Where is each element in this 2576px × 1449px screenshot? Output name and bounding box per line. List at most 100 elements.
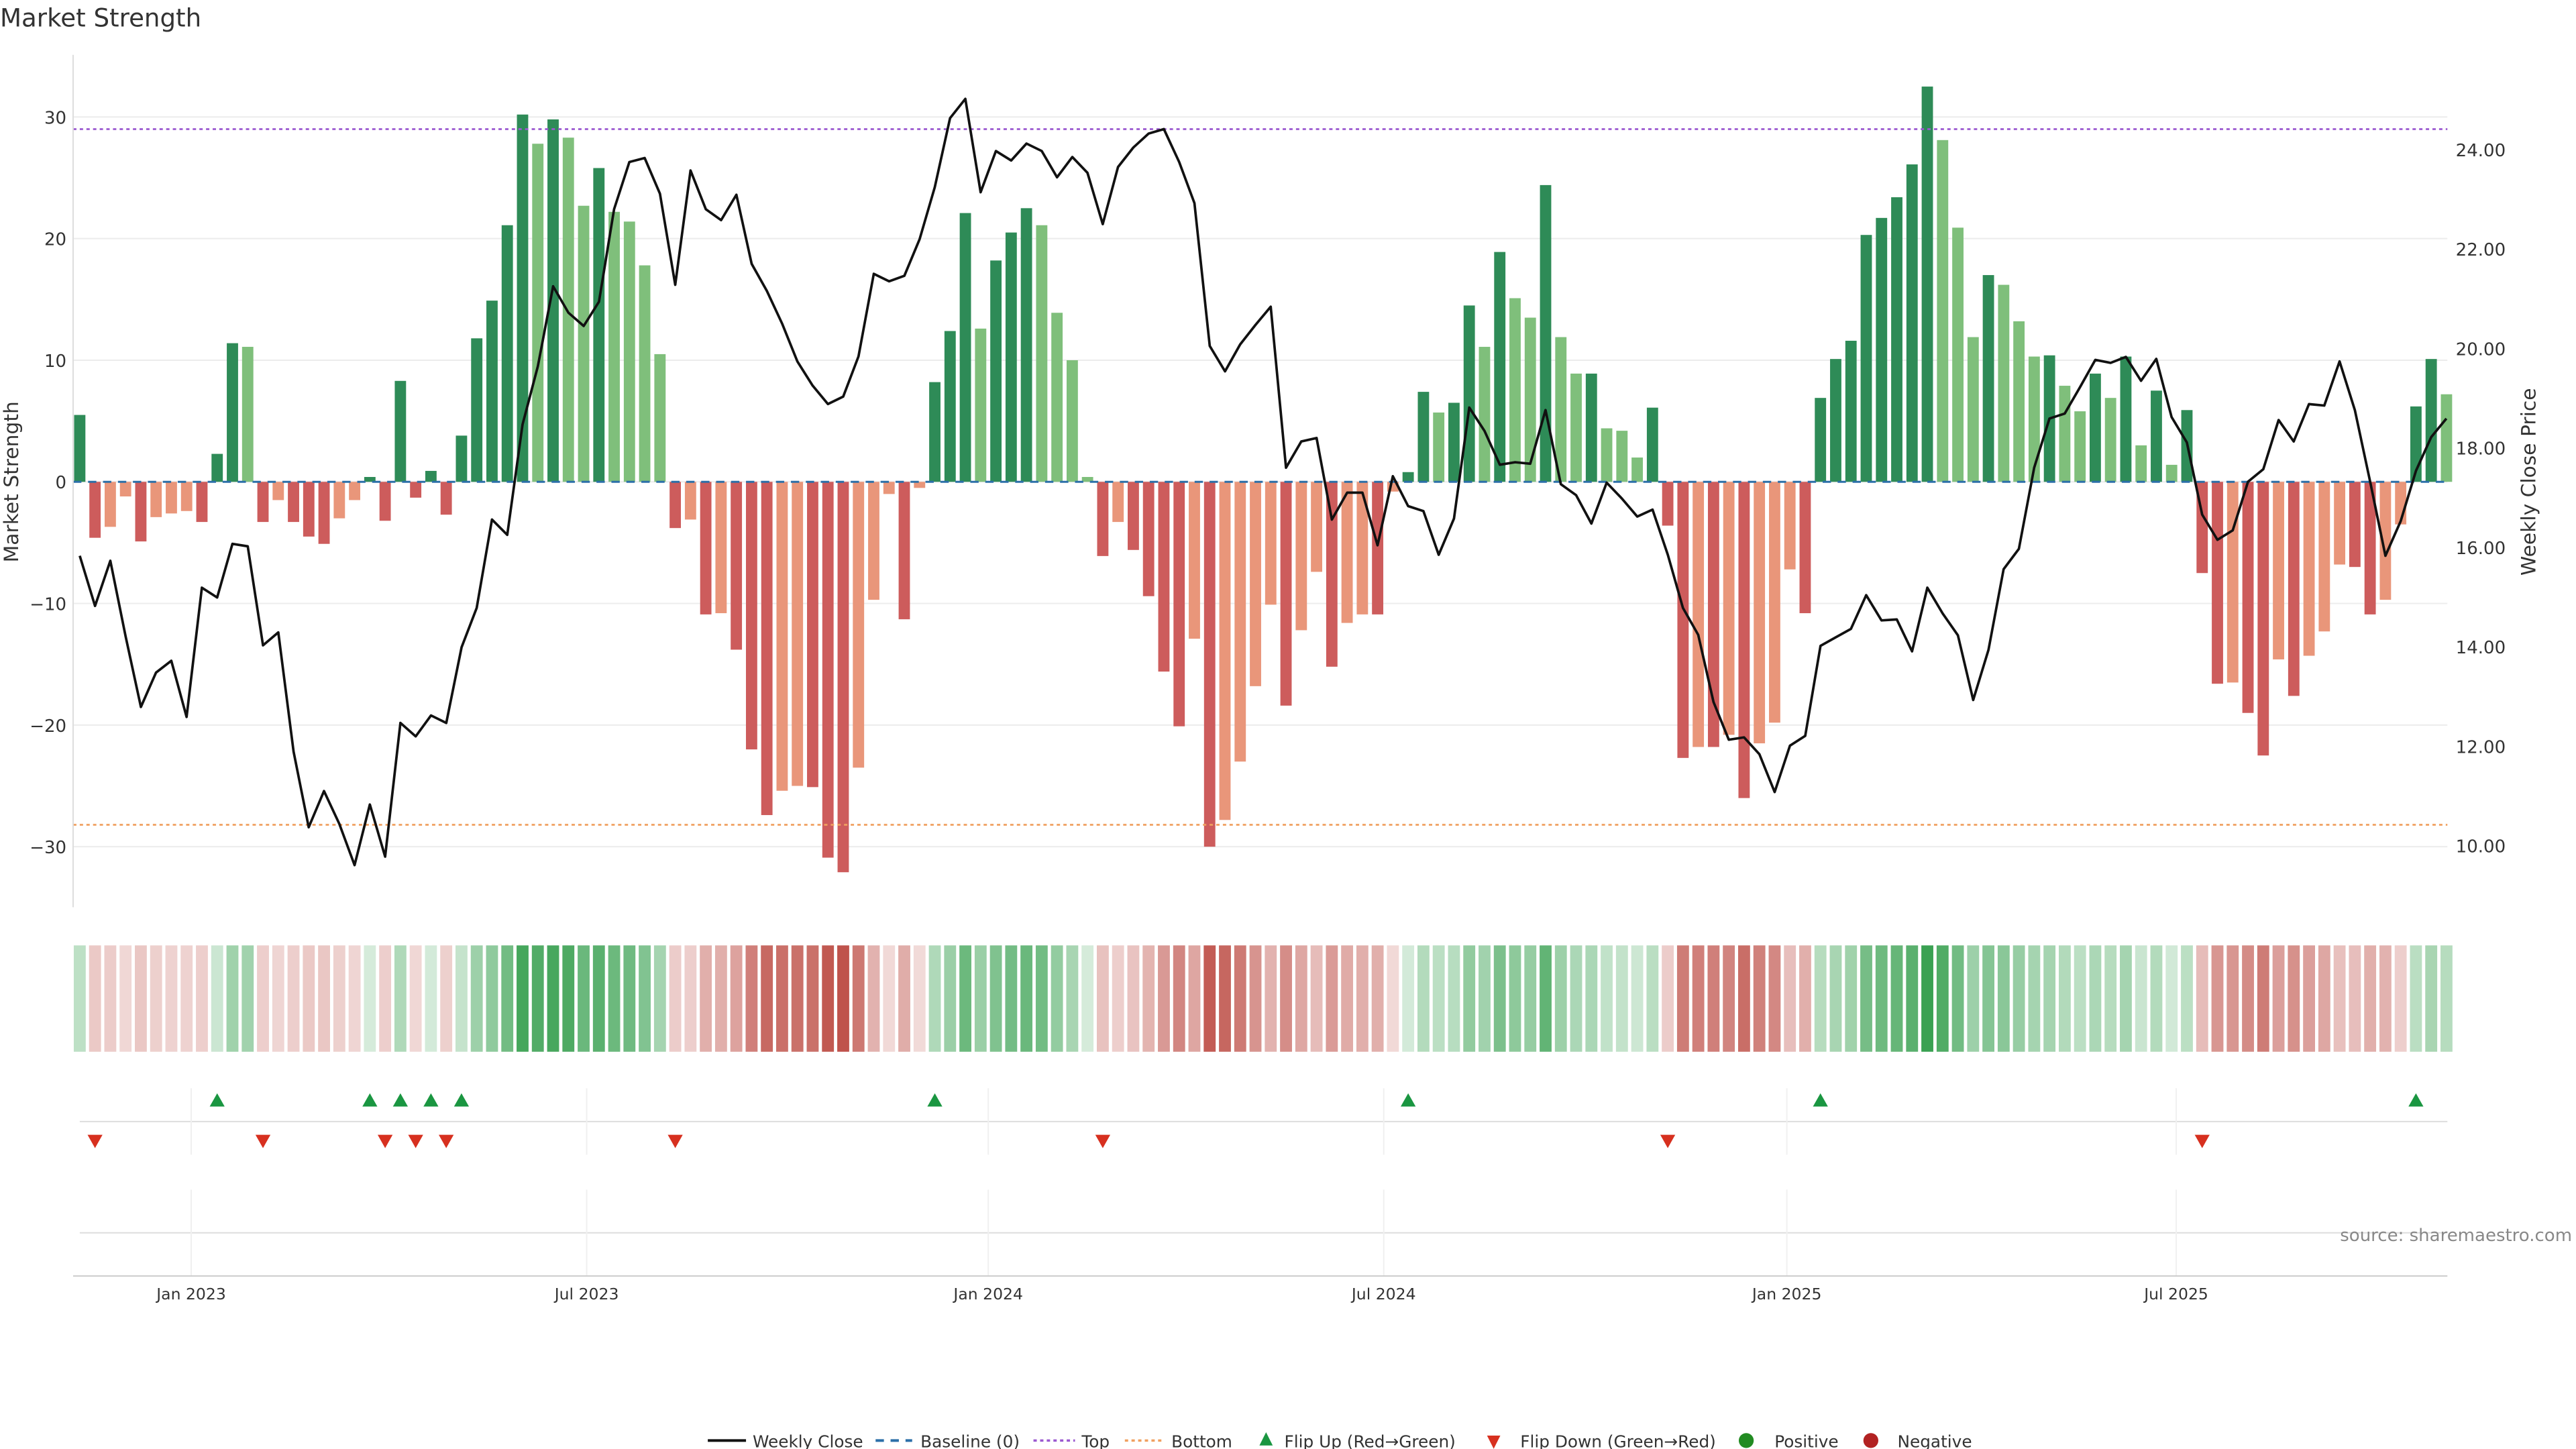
heatmap-cell <box>1234 945 1246 1052</box>
heatmap-cell <box>653 945 666 1052</box>
axes: 30 20 10 0 −10 −20 −30 10.00 12.00 14.00 16.00 18.0… <box>30 54 2506 908</box>
strength-bar <box>135 482 147 542</box>
strength-bar <box>639 265 651 482</box>
heatmap-cell <box>1295 945 1307 1052</box>
x-tick-label: Jan 2024 <box>952 1285 1023 1303</box>
heatmap-cell <box>226 945 239 1052</box>
heatmap-cell <box>547 945 559 1052</box>
heatmap-cell <box>379 945 392 1052</box>
heatmap-cell <box>1753 945 1766 1052</box>
strength-bar <box>1173 482 1185 727</box>
strength-bar <box>1646 407 1658 482</box>
strength-bar <box>975 328 987 482</box>
strength-bar <box>471 338 483 482</box>
strength-bar <box>2379 482 2392 600</box>
heatmap-cell <box>394 945 407 1052</box>
weekly-close-line <box>78 97 2448 867</box>
heatmap-cell <box>2242 945 2254 1052</box>
heatmap-cell <box>1341 945 1354 1052</box>
strength-bar <box>394 380 407 482</box>
strength-bar <box>1631 458 1643 482</box>
heatmap-cell <box>2104 945 2117 1052</box>
heatmap-cell <box>837 945 849 1052</box>
heatmap-cell <box>2028 945 2041 1052</box>
strength-bar <box>1341 482 1353 623</box>
heatmap-cell <box>119 945 132 1052</box>
strength-bar <box>1891 197 1902 482</box>
strength-bar <box>2334 482 2346 565</box>
legend: Weekly Close Baseline (0) Top Bottom Fli… <box>708 1432 1972 1449</box>
strength-bar <box>959 213 971 482</box>
heatmap-cell <box>2349 945 2361 1052</box>
strength-bar <box>623 221 635 482</box>
strength-bar <box>1372 482 1384 614</box>
strength-bar <box>196 482 208 523</box>
heatmap-cell <box>1860 945 1872 1052</box>
strength-bar <box>807 482 818 788</box>
strength-bar <box>1815 398 1827 482</box>
heatmap-cell <box>745 945 758 1052</box>
strength-bar <box>1906 164 1918 482</box>
date-axis: Jan 2023 Jul 2023 Jan 2024 Jul 2024 Jan 2025… <box>72 1275 2448 1303</box>
heatmap-cell <box>806 945 819 1052</box>
strength-bar <box>2288 482 2300 696</box>
x-tick-label: Jul 2024 <box>1350 1285 1416 1303</box>
heatmap-cell <box>2012 945 2025 1052</box>
strength-bar <box>333 482 345 519</box>
legend-item-negative[interactable]: Negative <box>1863 1432 1972 1449</box>
flip-down-marker <box>87 1134 103 1148</box>
legend-item-positive[interactable]: Positive <box>1738 1432 1839 1449</box>
y2-tick-label: 24.00 <box>2456 141 2506 161</box>
heatmap-cell <box>1936 945 1949 1052</box>
heatmap-cell <box>1967 945 1980 1052</box>
legend-item-bottom[interactable]: Bottom <box>1124 1432 1232 1449</box>
strength-bar <box>822 482 834 858</box>
strength-bar <box>1051 313 1063 482</box>
strength-bar <box>1754 482 1766 744</box>
strength-bar <box>211 453 223 482</box>
heatmap-cell <box>180 945 193 1052</box>
heatmap-cell <box>1784 945 1796 1052</box>
legend-item-flip-up[interactable]: Flip Up (Red→Green) <box>1259 1432 1456 1449</box>
legend-item-weekly-close[interactable]: Weekly Close <box>708 1432 863 1449</box>
heatmap-cell <box>1432 945 1445 1052</box>
legend-label: Weekly Close <box>753 1432 863 1449</box>
y2-tick-label: 16.00 <box>2456 539 2506 559</box>
strength-bar <box>2303 482 2315 656</box>
heatmap-cell <box>1020 945 1033 1052</box>
source-text: source: sharemaestro.com <box>2340 1226 2572 1246</box>
strength-bar <box>440 482 452 515</box>
heatmap-cell <box>1524 945 1537 1052</box>
legend-item-flip-down[interactable]: Flip Down (Green→Red) <box>1487 1432 1716 1449</box>
heatmap-cell <box>440 945 453 1052</box>
strength-bar <box>1494 252 1506 482</box>
heatmap-cell <box>2394 945 2407 1052</box>
heatmap-cell <box>791 945 804 1052</box>
heatmap-cell <box>1142 945 1155 1052</box>
heatmap-cell <box>1188 945 1201 1052</box>
strength-bar <box>1112 482 1124 523</box>
strength-bar <box>776 482 788 791</box>
strength-bar <box>364 477 376 482</box>
heatmap-cell <box>2135 945 2147 1052</box>
y-tick-label: −10 <box>30 594 66 614</box>
heatmap-cell <box>592 945 605 1052</box>
legend-label: Flip Down (Green→Red) <box>1520 1432 1716 1449</box>
legend-label: Bottom <box>1171 1432 1232 1449</box>
heatmap-cell <box>883 945 896 1052</box>
strength-bar <box>1677 482 1689 758</box>
heatmap-cell <box>211 945 223 1052</box>
strength-bar <box>1937 140 1949 482</box>
heatmap-cell <box>241 945 254 1052</box>
flip-up-marker <box>927 1093 943 1107</box>
strength-bar <box>1433 412 1445 482</box>
heatmap-cell <box>425 945 437 1052</box>
strength-bar <box>1662 482 1674 526</box>
strength-bar <box>2089 373 2101 482</box>
strength-bar <box>1784 482 1796 570</box>
heatmap-cell <box>623 945 636 1052</box>
legend-item-baseline[interactable]: Baseline (0) <box>875 1432 1020 1449</box>
strength-bar <box>2120 356 2132 482</box>
strength-bar <box>990 260 1002 482</box>
legend-item-top[interactable]: Top <box>1033 1432 1110 1449</box>
